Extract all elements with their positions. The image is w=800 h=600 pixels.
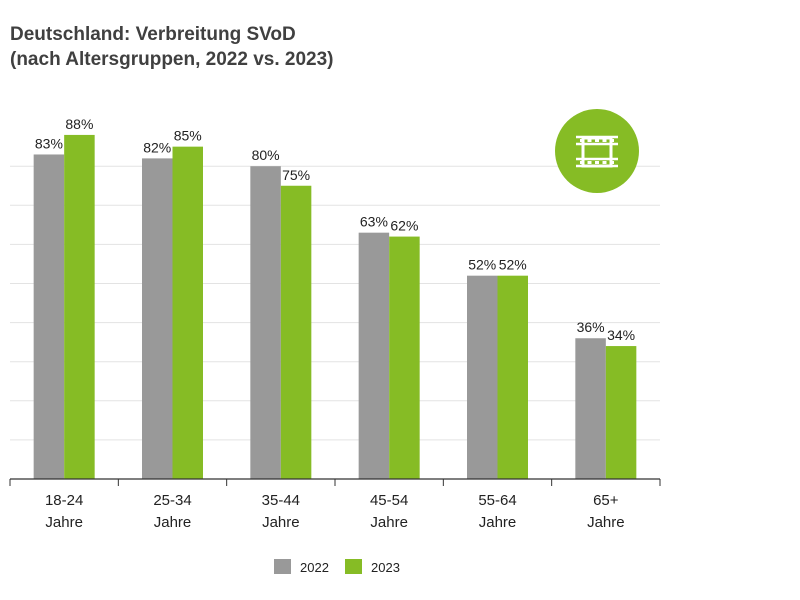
bar-2023-45-54 <box>389 236 420 479</box>
legend-label: 2022 <box>300 560 329 575</box>
film-perforation <box>580 161 584 164</box>
x-tick-label: Jahre <box>45 514 83 531</box>
data-label: 83% <box>35 135 63 151</box>
legend-label: 2023 <box>371 560 400 575</box>
x-tick-label: 18-24 <box>45 492 83 509</box>
x-tick-label: Jahre <box>370 514 408 531</box>
bar-2023-55-64 <box>497 275 528 479</box>
bar-2022-65+ <box>575 338 606 479</box>
x-tick-label: 45-54 <box>370 492 408 509</box>
data-label: 62% <box>390 218 418 234</box>
data-label: 82% <box>143 139 171 155</box>
data-label: 52% <box>468 257 496 273</box>
data-label: 80% <box>252 147 280 163</box>
film-perforation <box>587 139 592 142</box>
title: Deutschland: Verbreitung SVoD <box>10 24 296 45</box>
data-label: 36% <box>577 319 605 335</box>
legend-swatch-2023 <box>345 559 362 574</box>
film-perforation <box>595 139 599 142</box>
bar-2023-65+ <box>605 346 637 479</box>
bar-2023-18-24 <box>64 134 95 480</box>
x-tick-label: Jahre <box>587 514 625 531</box>
data-label: 34% <box>607 327 635 343</box>
x-tick-label: 65+ <box>593 492 619 509</box>
bar-2022-35-44 <box>250 166 281 479</box>
x-tick-label: 35-44 <box>262 492 300 509</box>
bar-2022-45-54 <box>358 232 390 479</box>
film-perforation <box>610 161 614 164</box>
data-label: 52% <box>499 257 527 273</box>
x-tick-label: 25-34 <box>153 492 191 509</box>
film-perforation <box>595 161 599 164</box>
legend-swatch-2022 <box>274 559 291 574</box>
film-perforation <box>587 161 592 164</box>
chart-title: Deutschland: Verbreitung SVoD (nach Alte… <box>10 22 333 72</box>
bar-2022-18-24 <box>33 154 65 479</box>
x-tick-label: Jahre <box>154 514 192 531</box>
film-perforation <box>580 139 584 142</box>
x-tick-label: 55-64 <box>478 492 516 509</box>
bar-2022-25-34 <box>142 158 173 479</box>
film-perforation <box>610 139 614 142</box>
data-label: 88% <box>65 116 93 132</box>
data-label: 75% <box>282 167 310 183</box>
bar-2023-35-44 <box>280 185 312 479</box>
film-perforation <box>602 161 607 164</box>
x-tick-label: Jahre <box>262 514 300 531</box>
film-perforation <box>602 139 607 142</box>
x-tick-label: Jahre <box>479 514 517 531</box>
data-label: 63% <box>360 214 388 230</box>
data-label: 85% <box>174 128 202 144</box>
bar-2022-55-64 <box>467 275 498 479</box>
bar-2023-25-34 <box>172 146 203 479</box>
film-strip-icon <box>555 109 639 193</box>
subtitle: (nach Altersgruppen, 2022 vs. 2023) <box>10 49 334 70</box>
